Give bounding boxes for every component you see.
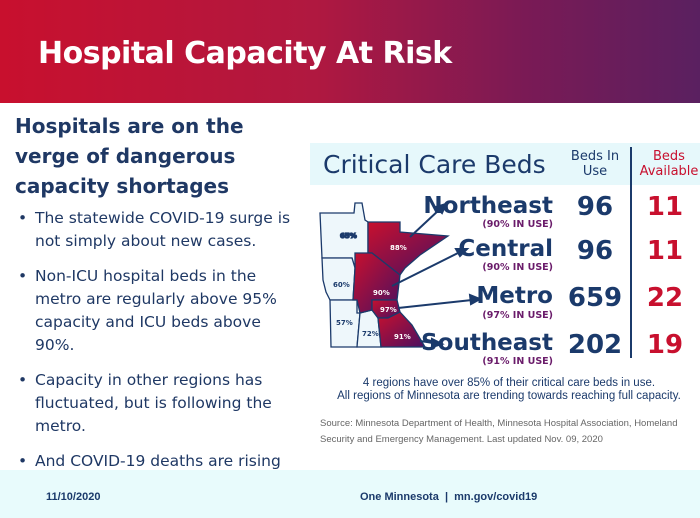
page-title: Hospital Capacity At Risk — [38, 36, 452, 71]
map-label-sc: 72% — [362, 330, 379, 338]
note-line-2: All regions of Minnesota are trending to… — [337, 390, 681, 402]
region-name: Southeast — [421, 330, 553, 356]
beds-in-use: 659 — [567, 283, 623, 313]
region-pct: (91% IN USE) — [482, 356, 553, 367]
beds-available: 11 — [646, 192, 684, 222]
region-pct: (90% IN USE) — [482, 262, 553, 273]
bullet-item: Capacity in other regions has fluctuated… — [18, 369, 298, 438]
bullet-list: The statewide COVID-19 surge is not simp… — [18, 207, 298, 508]
map-label-w: 60% — [333, 281, 350, 289]
arrow-metro-head — [468, 293, 483, 306]
arrow-metro — [397, 299, 473, 309]
beds-in-use: 96 — [576, 192, 614, 222]
column-divider — [630, 147, 632, 358]
footer-band — [0, 470, 700, 518]
col-header-available: Beds Available — [639, 149, 699, 179]
map-label-se: 91% — [394, 333, 411, 341]
map-label-ne: 88% — [390, 244, 407, 252]
map-label-central: 90% — [373, 289, 390, 297]
footer-date: 11/10/2020 — [46, 491, 101, 503]
panel-title-band — [310, 143, 700, 185]
region-name: Northeast — [423, 193, 553, 219]
beds-in-use: 96 — [576, 236, 614, 266]
bullet-item: Non-ICU hospital beds in the metro are r… — [18, 265, 298, 357]
map-label-nw: 65% — [340, 232, 357, 240]
beds-available: 11 — [646, 236, 684, 266]
region-name: Metro — [476, 283, 553, 309]
lead-heading: Hospitals are on the verge of dangerous … — [15, 114, 244, 198]
header-banner: Hospital Capacity At Risk — [0, 0, 700, 103]
map-label-metro: 97% — [380, 306, 397, 314]
bullet-item: The statewide COVID-19 surge is not simp… — [18, 207, 298, 253]
beds-in-use: 202 — [567, 330, 623, 360]
region-w — [321, 257, 356, 301]
note-line-1: 4 regions have over 85% of their critica… — [362, 377, 656, 389]
map-label-sw: 57% — [336, 319, 353, 327]
footer-link[interactable]: One Minnesota | mn.gov/covid19 — [360, 491, 538, 503]
arrow-central — [391, 251, 461, 287]
panel-title: Critical Care Beds — [323, 150, 546, 179]
arrow-central-head — [454, 248, 470, 258]
arrow-northeast-head — [434, 202, 448, 215]
region-name: Central — [458, 236, 553, 262]
region-se — [377, 311, 427, 348]
arrow-southeast-head — [431, 337, 445, 349]
col-header-in-use: Beds In Use — [570, 149, 620, 179]
beds-available: 22 — [646, 283, 684, 313]
panel-note: 4 regions have over 85% of their critica… — [318, 377, 700, 403]
arrow-northeast — [409, 208, 441, 238]
beds-available: 19 — [646, 330, 684, 360]
source-citation: Source: Minnesota Department of Health, … — [320, 418, 678, 445]
region-pct: (90% IN USE) — [482, 219, 553, 230]
region-pct: (97% IN USE) — [482, 310, 553, 321]
